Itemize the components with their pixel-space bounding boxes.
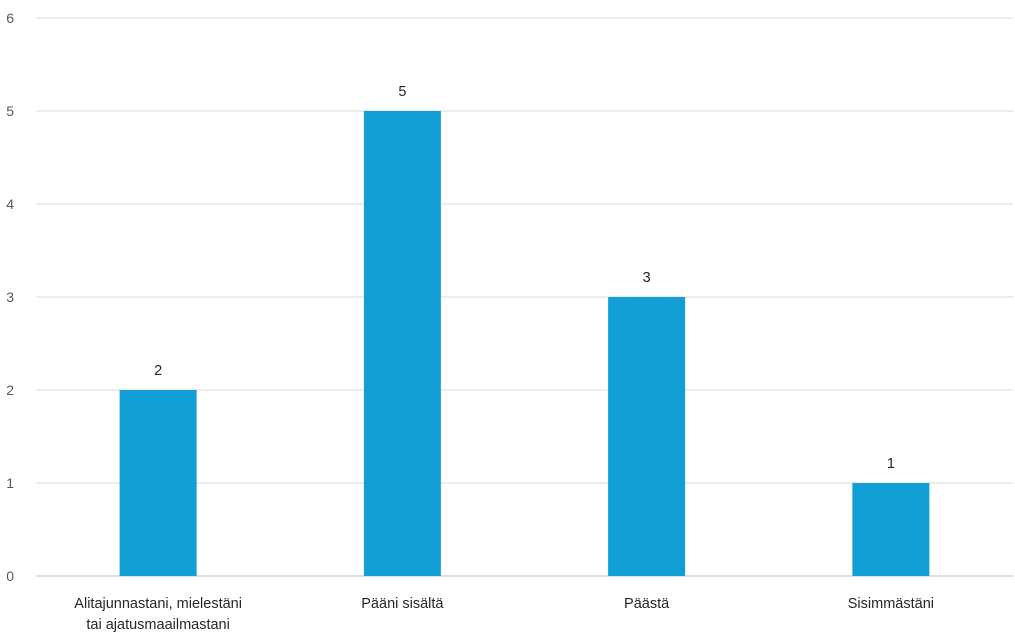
data-label: 1 <box>887 456 895 472</box>
bar <box>852 483 930 576</box>
gridlines <box>36 17 1013 577</box>
y-tick-label: 2 <box>6 382 14 398</box>
y-tick-label: 4 <box>6 196 14 212</box>
data-label: 5 <box>398 84 406 100</box>
bar <box>119 390 197 576</box>
y-tick-label: 1 <box>6 475 14 491</box>
data-labels: 2 5 3 1 <box>154 84 895 472</box>
x-category-label: Päästä <box>624 596 670 612</box>
data-label: 3 <box>643 270 651 286</box>
data-label: 2 <box>154 363 162 379</box>
y-tick-label: 5 <box>6 103 14 119</box>
bars <box>119 111 930 576</box>
y-axis-ticks: 0 1 2 3 4 5 6 <box>6 10 14 584</box>
y-tick-label: 3 <box>6 289 14 305</box>
x-category-label: Pääni sisältä <box>361 596 444 612</box>
bar <box>608 297 686 576</box>
x-category-label: Alitajunnastani, mielestäni tai ajatusmaa… <box>74 596 242 633</box>
y-tick-label: 0 <box>6 568 14 584</box>
y-tick-label: 6 <box>6 10 14 26</box>
x-axis-categories: Alitajunnastani, mielestäni tai ajatusmaa… <box>74 596 934 633</box>
x-category-label: Sisimmästäni <box>848 596 934 612</box>
bar <box>363 111 441 576</box>
